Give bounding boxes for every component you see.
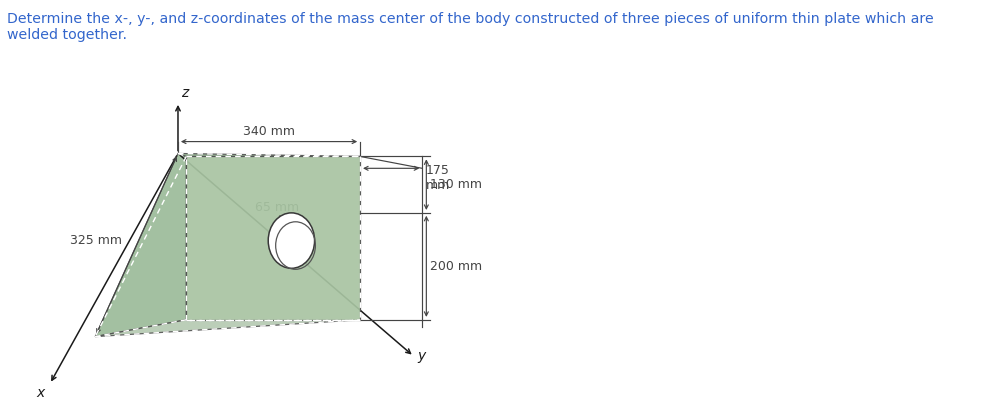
Text: 130 mm: 130 mm [430,178,483,191]
Text: x: x [36,386,44,400]
Text: 325 mm: 325 mm [70,234,122,247]
Polygon shape [186,156,361,320]
Text: 175
mm: 175 mm [426,164,450,192]
Text: Determine the x-, y-, and z-coordinates of the mass center of the body construct: Determine the x-, y-, and z-coordinates … [7,12,934,42]
Polygon shape [96,154,186,337]
Text: 65 mm: 65 mm [255,201,299,214]
Polygon shape [96,320,361,337]
Text: z: z [181,86,188,100]
Text: y: y [418,349,426,364]
Text: 200 mm: 200 mm [430,260,483,273]
Circle shape [268,213,314,268]
Polygon shape [178,154,361,156]
Text: 340 mm: 340 mm [243,125,296,137]
